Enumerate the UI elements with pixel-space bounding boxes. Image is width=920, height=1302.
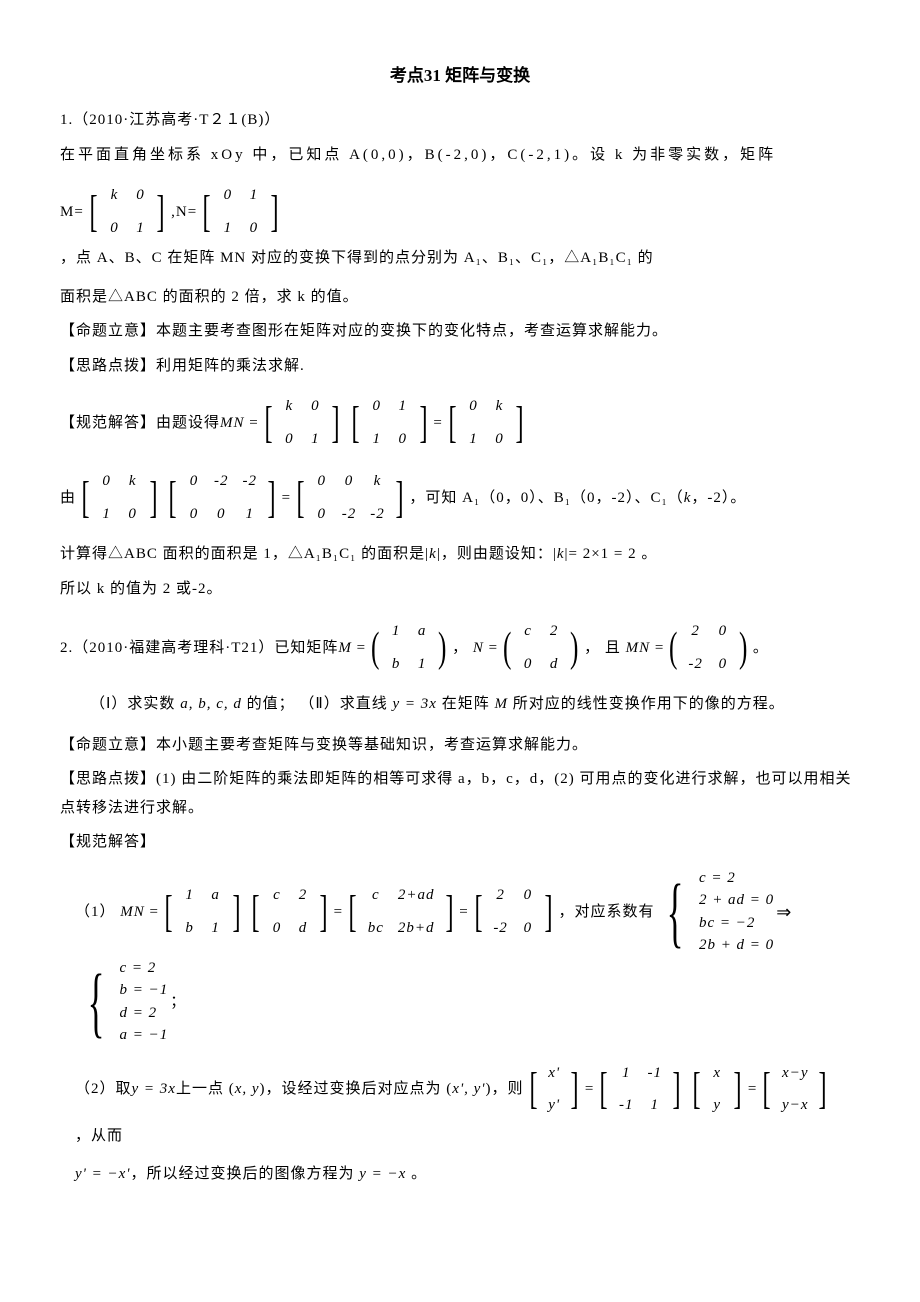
- p2-header-line: 2.（2010·福建高考理科·T21） 已知矩阵 M = (1ab1) ， N …: [60, 615, 860, 680]
- matrix-s1-a: [1ab1]: [161, 879, 244, 944]
- p1-sol-prefix: 【规范解答】由题设得: [60, 409, 220, 438]
- label-M: M: [338, 634, 352, 663]
- matrix-M: [k001]: [86, 179, 169, 244]
- matrix-s2-T: [1-1-11]: [596, 1057, 684, 1122]
- bracket-left-icon: [: [203, 190, 212, 234]
- p2-sol-label: 【规范解答】: [60, 828, 860, 857]
- p1-conclusion: 所以 k 的值为 2 或-2。: [60, 575, 860, 604]
- matrix-s2-R: [x−yy−x]: [759, 1057, 831, 1122]
- label-MN: MN: [220, 409, 245, 438]
- p1-header: 1.（2010·江苏高考·T２１(B)）: [60, 106, 860, 135]
- matrix-p2-N: (c20d): [500, 615, 582, 680]
- label-N: N: [473, 634, 484, 663]
- arrow-icon: ⇒: [776, 895, 792, 929]
- p1-matrices: M= [k001] ,N= [0110] ，点 A、B、C 在矩阵 MN 对应的…: [60, 179, 860, 273]
- p2-q-prefix: 已知矩阵: [274, 634, 338, 663]
- matrix-s1-c: [c2+adbc2b+d]: [345, 879, 457, 944]
- p1-intent: 【命题立意】本题主要考查图形在矩阵对应的变换下的变化特点，考查运算求解能力。: [60, 317, 860, 346]
- p2-subquestions: （Ⅰ）求实数 a, b, c, d 的值； （Ⅱ）求直线 y = 3x 在矩阵 …: [60, 690, 860, 719]
- bracket-left-icon: [: [89, 190, 98, 234]
- matrix-mn-b: [0110]: [348, 390, 431, 455]
- p1-hint: 【思路点拨】利用矩阵的乘法求解.: [60, 352, 860, 381]
- bracket-right-icon: ]: [270, 190, 279, 234]
- you-suffix: ，可知 A₁（0，0）、B₁（0，-2）、C₁（: [409, 484, 683, 513]
- matrix-s1-d: [20-20]: [471, 879, 557, 944]
- matrix-you-b: [0-2-2001]: [165, 465, 279, 530]
- p2-hint: 【思路点拨】(1) 由二阶矩阵的乘法即矩阵的相等可求得 a，b，c，d，(2) …: [60, 765, 860, 822]
- matrix-N: [0110]: [199, 179, 282, 244]
- p1-solution-mn: 【规范解答】由题设得 MN = [k001] [0110] = [0k10]: [60, 390, 860, 455]
- matrix-s1-b: [c20d]: [248, 879, 331, 944]
- p2-s3: y' = −x'，所以经过变换后的图像方程为 y = −x 。: [75, 1160, 860, 1189]
- matrix-p2-MN: (20-20): [666, 615, 751, 680]
- matrix-p2-M: (1ab1): [368, 615, 450, 680]
- p2-intent: 【命题立意】本小题主要考查矩阵与变换等基础知识，考查运算求解能力。: [60, 731, 860, 760]
- p1-you-line: 由 [0k10] [0-2-2001] = [00k0-2-2] ，可知 A₁（…: [60, 465, 860, 530]
- p1-line1-suffix: ，点 A、B、C 在矩阵 MN 对应的变换下得到的点分别为 A₁、B₁、C₁，△…: [60, 244, 654, 273]
- p1-line1: 在平面直角坐标系 xOy 中，已知点 A(0,0)，B(-2,0)，C(-2,1…: [60, 141, 860, 170]
- p1-line2: 面积是△ABC 的面积的 2 倍，求 k 的值。: [60, 283, 860, 312]
- you-k: k: [684, 484, 692, 513]
- bracket-right-icon: ]: [157, 190, 166, 234]
- text-N-prefix: ,N=: [171, 198, 197, 227]
- you-suffix2: ，-2）。: [691, 484, 746, 513]
- matrix-mn-a: [k001]: [261, 390, 344, 455]
- matrix-mn-r: [0k10]: [445, 390, 528, 455]
- text-M-prefix: M=: [60, 198, 84, 227]
- p2-s1: （1） MN = [1ab1] [c20d] = [c2+adbc2b+d] =…: [75, 867, 860, 1047]
- p2-s2: （2）取 y = 3x 上一点 (x, y)，设经过变换后对应点为 (x', y…: [75, 1057, 860, 1151]
- page-title: 考点31 矩阵与变换: [60, 60, 860, 92]
- you-prefix: 由: [60, 484, 76, 513]
- matrix-s2-xy: [xy]: [689, 1057, 746, 1122]
- p2-header: 2.（2010·福建高考理科·T21）: [60, 634, 274, 663]
- matrix-s2-xyp: [x'y']: [526, 1057, 583, 1122]
- brace-sys2: { c = 2 b = −1 d = 2 a = −1: [77, 957, 168, 1047]
- matrix-you-r: [00k0-2-2]: [293, 465, 407, 530]
- matrix-you-a: [0k10]: [78, 465, 161, 530]
- brace-sys1: { c = 2 2 + ad = 0 bc = −2 2b + d = 0: [656, 867, 774, 957]
- p1-area-line: 计算得△ABC 面积的面积是 1，△A₁B₁C₁ 的面积是|k|，则由题设知：|…: [60, 540, 860, 569]
